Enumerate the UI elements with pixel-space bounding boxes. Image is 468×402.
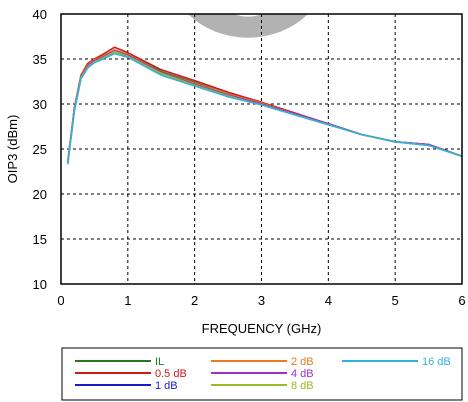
x-tick-label: 1 [124,293,131,308]
y-tick-label: 20 [33,187,47,202]
plot-area-frame [60,13,463,285]
y-axis-ticks: 10 15 20 25 30 35 40 [33,7,47,292]
legend-label-4: 4 dB [291,368,314,380]
legend-label-1: 0.5 dB [155,368,187,380]
series-line-2 [66,50,463,164]
x-tick-label: 5 [392,293,399,308]
x-axis-title: FREQUENCY (GHz) [202,321,322,336]
x-tick-label: 0 [57,293,64,308]
legend-label-0: IL [155,356,164,368]
series-line-6 [66,52,463,165]
watermark-arc [188,14,308,38]
y-tick-label: 40 [33,7,47,22]
legend: IL0.5 dB1 dB 2 dB4 dB8 dB 16 dB [75,356,451,392]
watermark-logo [188,14,308,38]
legend-label-6: 16 dB [422,356,451,368]
legend-label-2: 1 dB [155,380,178,392]
x-tick-label: 6 [458,293,465,308]
y-tick-label: 10 [33,277,47,292]
x-tick-label: 3 [258,293,265,308]
grid [61,14,462,284]
series-line-4 [66,50,463,164]
legend-label-5: 8 dB [291,380,314,392]
series-lines [66,46,463,165]
y-tick-label: 25 [33,142,47,157]
y-tick-label: 15 [33,232,47,247]
legend-label-3: 2 dB [291,356,314,368]
y-tick-label: 30 [33,97,47,112]
series-line-5 [66,50,463,164]
x-axis-ticks: 0 1 2 3 4 5 6 [57,293,465,308]
y-tick-label: 35 [33,52,47,67]
x-tick-label: 2 [191,293,198,308]
y-axis-title: OIP3 (dBm) [5,115,20,184]
x-tick-label: 4 [325,293,332,308]
